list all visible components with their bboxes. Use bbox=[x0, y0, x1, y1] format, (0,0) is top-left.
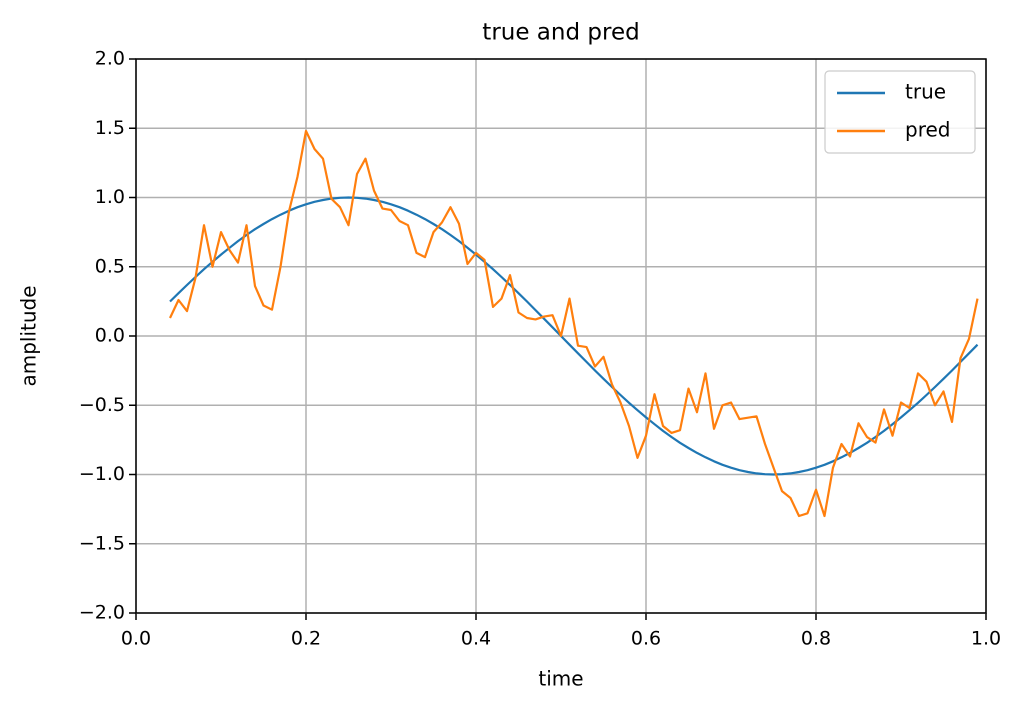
legend-label: pred bbox=[905, 118, 950, 142]
x-tick-label: 0.4 bbox=[461, 628, 491, 650]
x-tick-label: 0.2 bbox=[291, 628, 321, 650]
x-tick-label: 0.8 bbox=[801, 628, 831, 650]
y-tick-label: −1.0 bbox=[79, 463, 125, 485]
plot-frame bbox=[135, 58, 987, 614]
chart-title: true and pred bbox=[482, 20, 639, 46]
legend-box bbox=[824, 70, 976, 154]
y-tick-label: 1.5 bbox=[95, 117, 125, 139]
y-tick-label: 0.5 bbox=[95, 255, 125, 277]
legend-label: true bbox=[905, 80, 946, 104]
x-tick-label: 1.0 bbox=[971, 628, 1001, 650]
y-tick-label: 2.0 bbox=[95, 48, 125, 70]
y-tick-label: −1.5 bbox=[79, 532, 125, 554]
y-tick-label: 1.0 bbox=[95, 186, 125, 208]
x-axis-label: time bbox=[538, 667, 583, 691]
line bbox=[169, 129, 979, 518]
line bbox=[169, 196, 979, 476]
x-tick-label: 0.0 bbox=[121, 628, 151, 650]
y-tick-label: 0.0 bbox=[95, 325, 125, 347]
y-tick-label: −2.0 bbox=[79, 602, 125, 624]
x-tick-label: 0.6 bbox=[631, 628, 661, 650]
y-tick-label: −0.5 bbox=[79, 394, 125, 416]
y-axis-label: amplitude bbox=[17, 285, 41, 386]
